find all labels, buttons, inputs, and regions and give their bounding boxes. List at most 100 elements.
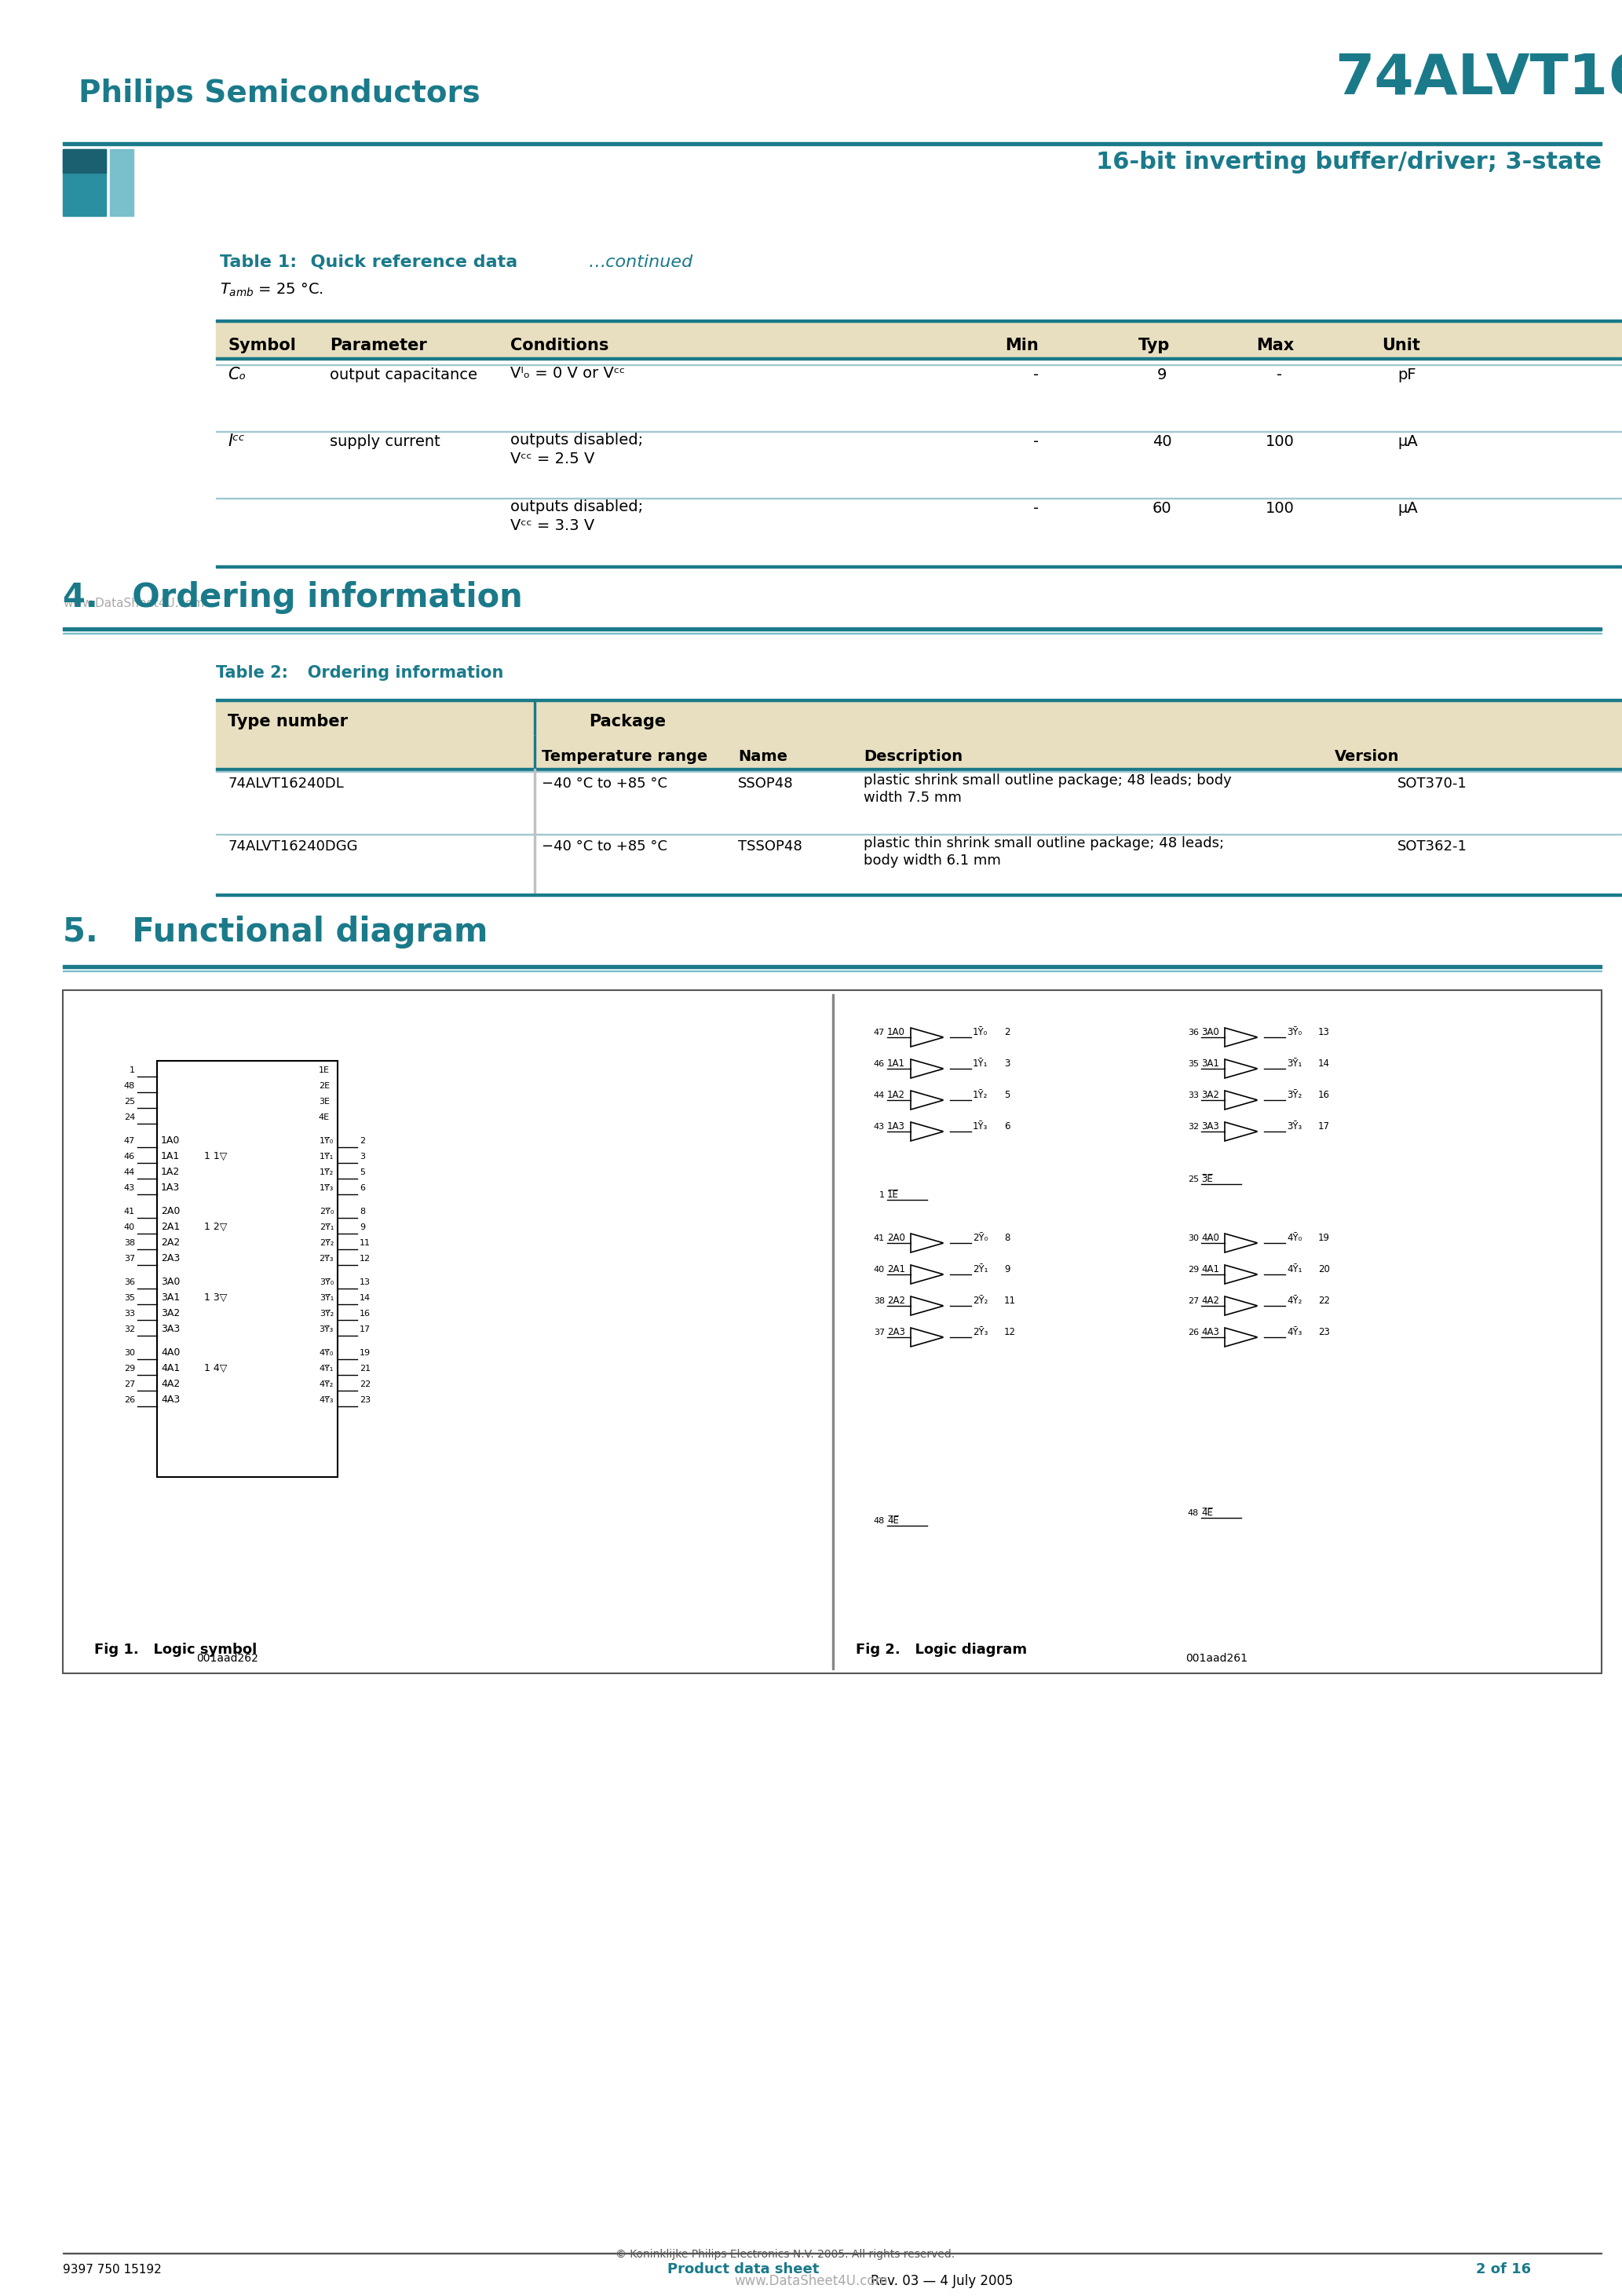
Text: 13: 13 <box>360 1279 370 1286</box>
Text: 1Y̅₀: 1Y̅₀ <box>320 1137 334 1146</box>
Circle shape <box>944 1035 949 1040</box>
Bar <box>63 149 105 172</box>
Text: Vᴵₒ = 0 V or Vᶜᶜ: Vᴵₒ = 0 V or Vᶜᶜ <box>511 365 624 381</box>
Text: 3A0: 3A0 <box>161 1277 180 1288</box>
Text: 4A3: 4A3 <box>1202 1327 1220 1336</box>
Text: Temperature range: Temperature range <box>542 748 707 765</box>
Text: 2Y̅₁: 2Y̅₁ <box>320 1224 334 1231</box>
Text: 47: 47 <box>874 1029 884 1035</box>
Text: 1Y̅₂: 1Y̅₂ <box>320 1169 334 1176</box>
Text: 3A3: 3A3 <box>1202 1120 1220 1132</box>
Text: 16: 16 <box>1319 1091 1330 1100</box>
Text: 2A3: 2A3 <box>887 1327 905 1336</box>
Text: 44: 44 <box>123 1169 135 1176</box>
Text: 9: 9 <box>1004 1265 1011 1274</box>
Bar <box>216 565 1622 567</box>
Text: outputs disabled;: outputs disabled; <box>511 501 642 514</box>
Text: 9: 9 <box>1156 367 1166 383</box>
Text: Philips Semiconductors: Philips Semiconductors <box>78 78 480 108</box>
Text: Ordering information: Ordering information <box>290 666 503 682</box>
Text: 100: 100 <box>1265 501 1294 517</box>
Text: 33: 33 <box>123 1309 135 1318</box>
Text: 35: 35 <box>123 1295 135 1302</box>
Text: 1Y̅₁: 1Y̅₁ <box>320 1153 334 1159</box>
Text: outputs disabled;: outputs disabled; <box>511 432 642 448</box>
Text: 4Ȳ₂: 4Ȳ₂ <box>1286 1295 1302 1306</box>
Text: 23: 23 <box>360 1396 371 1403</box>
Text: 3Ȳ₀: 3Ȳ₀ <box>1286 1026 1302 1038</box>
Text: Min: Min <box>1006 338 1038 354</box>
Text: Symbol: Symbol <box>227 338 295 354</box>
Circle shape <box>1259 1272 1264 1277</box>
Text: Quick reference data: Quick reference data <box>298 255 524 271</box>
Text: SSOP48: SSOP48 <box>738 776 793 790</box>
Text: 30: 30 <box>1187 1235 1199 1242</box>
Circle shape <box>944 1304 949 1309</box>
Text: 74ALVT16240DL: 74ALVT16240DL <box>227 776 344 790</box>
Text: 2Y̅₂: 2Y̅₂ <box>320 1240 334 1247</box>
Text: Conditions: Conditions <box>511 338 608 354</box>
Text: $T_{amb}$ = 25 °C.: $T_{amb}$ = 25 °C. <box>221 282 323 298</box>
Text: 48: 48 <box>123 1081 135 1091</box>
Text: 3Y̅₀: 3Y̅₀ <box>320 1279 334 1286</box>
Text: 43: 43 <box>874 1123 884 1130</box>
Circle shape <box>944 1272 949 1277</box>
Text: Parameter: Parameter <box>329 338 427 354</box>
Text: 4.   Ordering information: 4. Ordering information <box>63 581 522 613</box>
Circle shape <box>944 1097 949 1102</box>
Text: 1A2: 1A2 <box>887 1091 905 1100</box>
Text: 001aad261: 001aad261 <box>1186 1653 1247 1665</box>
Text: 5: 5 <box>360 1169 365 1176</box>
Bar <box>63 627 1601 631</box>
Text: 25: 25 <box>123 1097 135 1107</box>
Text: 2Ȳ₀: 2Ȳ₀ <box>973 1233 988 1242</box>
Text: 3Ȳ₂: 3Ȳ₂ <box>1286 1091 1302 1100</box>
Bar <box>216 767 1622 769</box>
Text: Name: Name <box>738 748 787 765</box>
Text: 2 of 16: 2 of 16 <box>1476 2262 1531 2275</box>
Text: 2Ȳ₂: 2Ȳ₂ <box>973 1295 988 1306</box>
Text: 4Ȳ₁: 4Ȳ₁ <box>1286 1265 1302 1274</box>
Text: © Koninklijke Philips Electronics N.V. 2005. All rights reserved.: © Koninklijke Philips Electronics N.V. 2… <box>615 2248 955 2259</box>
Text: 3E: 3E <box>320 1097 329 1107</box>
Circle shape <box>1259 1065 1264 1072</box>
Text: 22: 22 <box>1319 1295 1330 1306</box>
Text: 4A1: 4A1 <box>1202 1265 1220 1274</box>
Bar <box>216 319 1622 321</box>
Text: 1Ȳ₃: 1Ȳ₃ <box>973 1120 988 1132</box>
Text: Vᶜᶜ = 3.3 V: Vᶜᶜ = 3.3 V <box>511 519 595 533</box>
Text: 100: 100 <box>1265 434 1294 450</box>
Text: 3: 3 <box>1004 1058 1011 1068</box>
Bar <box>110 149 133 216</box>
Bar <box>216 698 1622 700</box>
Text: 3Y̅₃: 3Y̅₃ <box>320 1325 334 1334</box>
Text: 2A2: 2A2 <box>161 1238 180 1247</box>
Text: 4̅E̅: 4̅E̅ <box>887 1515 899 1527</box>
Text: 1Ȳ₀: 1Ȳ₀ <box>973 1026 988 1038</box>
Text: 41: 41 <box>123 1208 135 1215</box>
Text: 3: 3 <box>360 1153 365 1159</box>
Text: 2: 2 <box>1004 1026 1011 1038</box>
Text: 1̅E̅: 1̅E̅ <box>887 1189 899 1201</box>
Text: SOT362-1: SOT362-1 <box>1398 840 1468 854</box>
Text: Version: Version <box>1335 748 1400 765</box>
Text: 48: 48 <box>1187 1508 1199 1518</box>
Bar <box>63 990 1601 1674</box>
Text: 26: 26 <box>123 1396 135 1403</box>
Text: 17: 17 <box>360 1325 371 1334</box>
Circle shape <box>944 1065 949 1072</box>
Text: 2Y̅₃: 2Y̅₃ <box>320 1256 334 1263</box>
Text: plastic shrink small outline package; 48 leads; body: plastic shrink small outline package; 48… <box>863 774 1231 788</box>
Text: Vᶜᶜ = 2.5 V: Vᶜᶜ = 2.5 V <box>511 452 595 466</box>
Text: 2A1: 2A1 <box>887 1265 905 1274</box>
Text: 19: 19 <box>1319 1233 1330 1242</box>
Text: output capacitance: output capacitance <box>329 367 477 383</box>
Text: 16-bit inverting buffer/driver; 3-state: 16-bit inverting buffer/driver; 3-state <box>1096 152 1601 174</box>
Text: μA: μA <box>1398 501 1418 517</box>
Text: 30: 30 <box>123 1350 135 1357</box>
Text: 1E: 1E <box>320 1065 329 1075</box>
Text: 4A0: 4A0 <box>1202 1233 1220 1242</box>
Text: 38: 38 <box>874 1297 884 1304</box>
Text: 29: 29 <box>123 1364 135 1373</box>
Text: 2Ȳ₃: 2Ȳ₃ <box>973 1327 988 1336</box>
